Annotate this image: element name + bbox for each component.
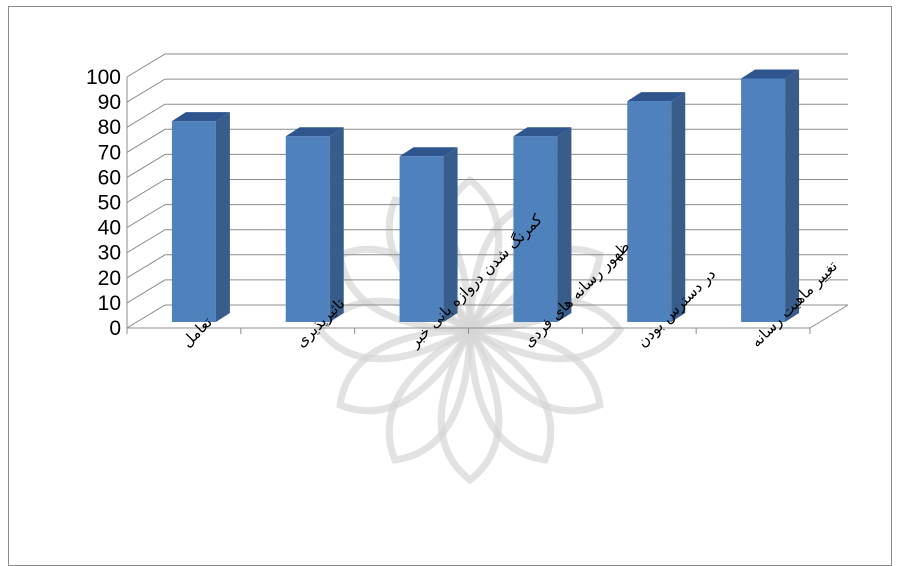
watermark-petal <box>385 327 474 464</box>
y-tick-label: 60 <box>98 166 121 189</box>
gridline <box>126 78 848 103</box>
watermark-petal <box>437 328 503 485</box>
floor-side-edge <box>809 304 849 329</box>
bar-side <box>557 127 572 322</box>
y-tick-label: 100 <box>86 66 121 89</box>
y-tick-label: 20 <box>98 267 121 290</box>
bar <box>627 92 686 322</box>
gridline <box>126 128 848 153</box>
bar-front <box>627 101 672 322</box>
bar-top <box>513 127 572 137</box>
y-tick-label: 50 <box>98 192 121 215</box>
watermark-petal <box>336 326 473 415</box>
bar-top <box>285 127 344 137</box>
gridline <box>126 204 848 229</box>
bar-side <box>329 127 344 322</box>
bar-side <box>215 112 230 322</box>
bar <box>171 112 230 322</box>
chart-grid <box>126 53 849 329</box>
bar <box>399 147 458 322</box>
bar-front <box>399 156 444 322</box>
bar-front <box>171 121 216 322</box>
bar <box>285 127 344 322</box>
y-tick-label: 40 <box>98 217 121 240</box>
gridline <box>126 229 848 254</box>
bar <box>741 69 800 323</box>
watermark-logo <box>315 175 625 485</box>
gridline <box>126 153 848 178</box>
bar-side <box>443 147 458 322</box>
y-tick-label: 0 <box>109 317 121 340</box>
y-tick-label: 90 <box>98 91 121 114</box>
y-tick-label: 80 <box>98 116 121 139</box>
bar-top <box>399 147 458 157</box>
gridline <box>126 179 848 203</box>
bar-top <box>627 92 686 102</box>
bar-front <box>741 78 786 323</box>
bar-front <box>513 136 558 322</box>
gridline <box>126 53 848 78</box>
bar <box>513 127 572 322</box>
bar-top <box>171 112 230 122</box>
y-tick-label: 70 <box>98 141 121 164</box>
gridline <box>126 304 848 329</box>
bars <box>171 69 800 323</box>
bar-front <box>285 136 330 322</box>
gridline <box>126 279 848 304</box>
gridline <box>126 103 848 128</box>
y-tick-label: 10 <box>98 292 121 315</box>
bar-top <box>741 69 800 79</box>
gridline <box>126 254 848 279</box>
bar-side <box>671 92 686 322</box>
bar-side <box>785 69 800 323</box>
watermark-petal <box>467 326 604 415</box>
watermark-petal <box>466 327 555 464</box>
y-tick-label: 30 <box>98 242 121 265</box>
